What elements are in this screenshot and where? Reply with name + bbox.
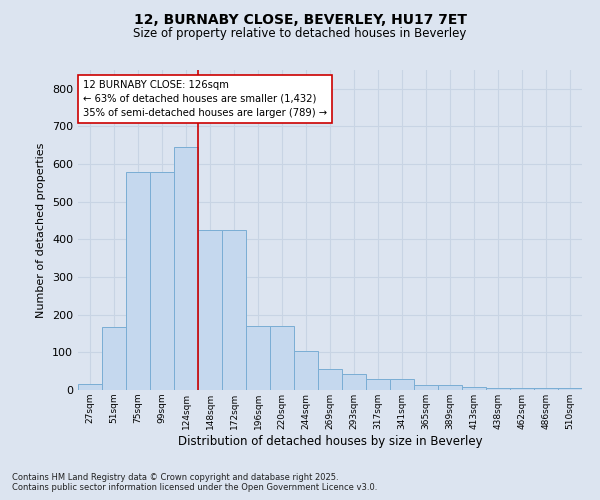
Bar — [126, 172, 150, 390]
Bar — [414, 385, 438, 390]
Bar — [462, 387, 486, 390]
Bar — [558, 388, 582, 390]
Bar — [270, 326, 294, 390]
Y-axis label: Number of detached properties: Number of detached properties — [37, 142, 46, 318]
Bar — [294, 351, 318, 390]
Bar — [390, 378, 414, 390]
Bar — [222, 230, 246, 390]
Bar — [318, 370, 342, 390]
X-axis label: Distribution of detached houses by size in Beverley: Distribution of detached houses by size … — [178, 434, 482, 448]
Bar — [102, 327, 126, 390]
Text: Contains HM Land Registry data © Crown copyright and database right 2025.: Contains HM Land Registry data © Crown c… — [12, 474, 338, 482]
Bar — [246, 326, 270, 390]
Bar — [150, 172, 174, 390]
Bar — [510, 388, 534, 390]
Text: 12 BURNABY CLOSE: 126sqm
← 63% of detached houses are smaller (1,432)
35% of sem: 12 BURNABY CLOSE: 126sqm ← 63% of detach… — [83, 80, 327, 118]
Bar — [78, 384, 102, 390]
Bar — [534, 388, 558, 390]
Text: Contains public sector information licensed under the Open Government Licence v3: Contains public sector information licen… — [12, 484, 377, 492]
Bar — [174, 147, 198, 390]
Bar — [486, 388, 510, 390]
Bar — [198, 230, 222, 390]
Bar — [366, 378, 390, 390]
Bar — [438, 385, 462, 390]
Text: Size of property relative to detached houses in Beverley: Size of property relative to detached ho… — [133, 28, 467, 40]
Bar — [342, 374, 366, 390]
Text: 12, BURNABY CLOSE, BEVERLEY, HU17 7ET: 12, BURNABY CLOSE, BEVERLEY, HU17 7ET — [133, 12, 467, 26]
